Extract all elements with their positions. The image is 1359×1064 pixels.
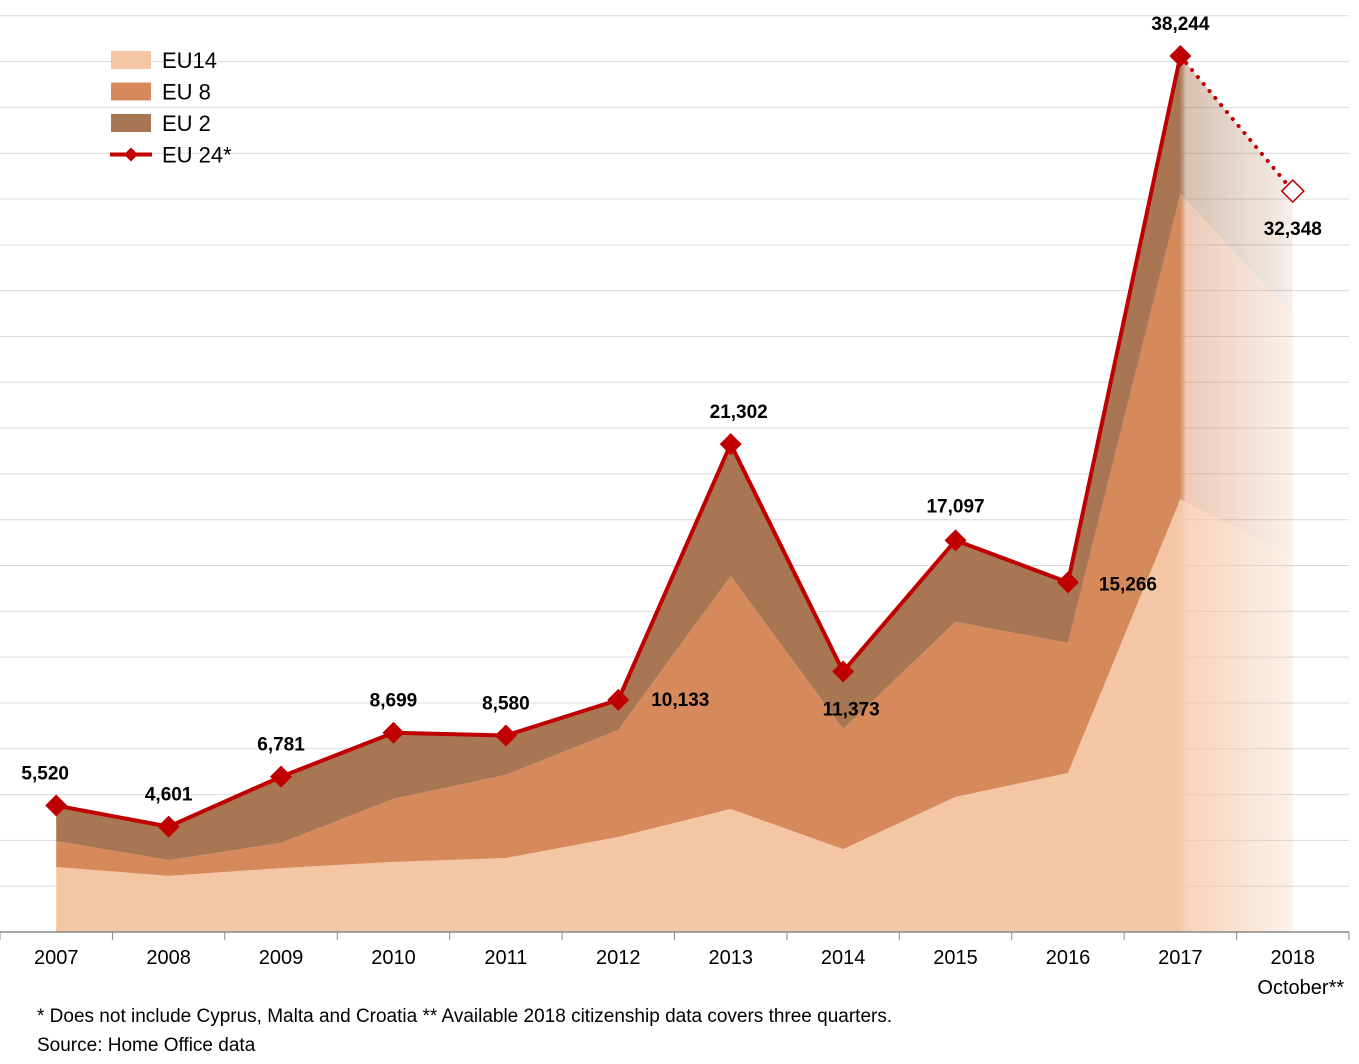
x-tick-label: 2009 (259, 947, 304, 969)
legend-swatch (111, 114, 151, 132)
data-label: 17,097 (926, 496, 984, 517)
legend-swatch (111, 82, 151, 101)
eu24-line (45, 45, 1305, 838)
data-label: 8,580 (482, 693, 530, 714)
eu24-marker (832, 660, 855, 683)
x-tick-label: 2018 (1271, 947, 1316, 969)
data-label: 11,373 (823, 699, 880, 720)
legend-label: EU 8 (162, 80, 211, 105)
data-label: 4,601 (145, 785, 193, 806)
eu24-marker (1056, 571, 1079, 594)
area-faded-eu14 (1180, 499, 1293, 932)
eu24-marker (1169, 45, 1192, 67)
x-tick-label: 2013 (708, 947, 753, 969)
x-tick-label: 2014 (821, 947, 866, 969)
x-tick-label: 2011 (484, 947, 527, 969)
legend-label: EU14 (162, 48, 217, 73)
x-tick-label: 2007 (34, 947, 79, 969)
data-label: 21,302 (710, 402, 768, 423)
x-tick-label: 2015 (933, 947, 978, 969)
x-tick-label: 2017 (1158, 947, 1203, 969)
area-eu8 (56, 193, 1181, 876)
eu24-marker (607, 688, 630, 711)
legend: EU14 EU 8 EU 2 EU 24* (110, 48, 232, 168)
data-label: 8,699 (370, 691, 418, 712)
legend-label: EU 2 (162, 111, 211, 136)
footnote-source: Source: Home Office data (37, 1035, 256, 1056)
footnote-note: * Does not include Cyprus, Malta and Cro… (37, 1006, 893, 1027)
x-axis: 2007 2008 2009 2010 2011 2012 2013 2014 2015 2016… (0, 931, 1350, 999)
eu24-marker-open (1280, 178, 1305, 204)
x-tick-label: 2016 (1046, 947, 1091, 969)
data-label: 5,520 (21, 764, 69, 785)
eu24-marker (382, 721, 405, 744)
x-tick-label: 2010 (371, 947, 416, 969)
eu24-marker (157, 815, 180, 838)
eu24-marker (270, 765, 293, 788)
stacked-areas (56, 56, 1293, 932)
eu24-marker (45, 794, 68, 817)
data-label: 6,781 (257, 735, 305, 756)
legend-label: EU 24* (162, 143, 232, 168)
area-eu14 (56, 499, 1181, 932)
legend-swatch (111, 51, 151, 69)
data-labels: 5,520 4,601 6,781 8,699 8,580 10,133 21,302 11,… (21, 14, 1321, 806)
x-tick-label: 2008 (146, 947, 191, 969)
data-label: 10,133 (651, 690, 709, 711)
data-label: 15,266 (1099, 574, 1157, 595)
area-eu2 (56, 56, 1181, 861)
eu24-line-projected (1178, 54, 1295, 194)
data-label: 32,348 (1264, 219, 1322, 240)
area-faded-eu8 (1180, 193, 1293, 558)
area-faded-eu2 (1180, 56, 1293, 315)
legend-marker (124, 147, 138, 162)
x-tick-sublabel: October** (1257, 977, 1344, 999)
eu24-marker (494, 724, 517, 747)
data-label: 38,244 (1151, 14, 1210, 35)
eu24-marker (719, 433, 742, 456)
eu24-marker (944, 529, 967, 552)
x-tick-label: 2012 (596, 947, 641, 969)
